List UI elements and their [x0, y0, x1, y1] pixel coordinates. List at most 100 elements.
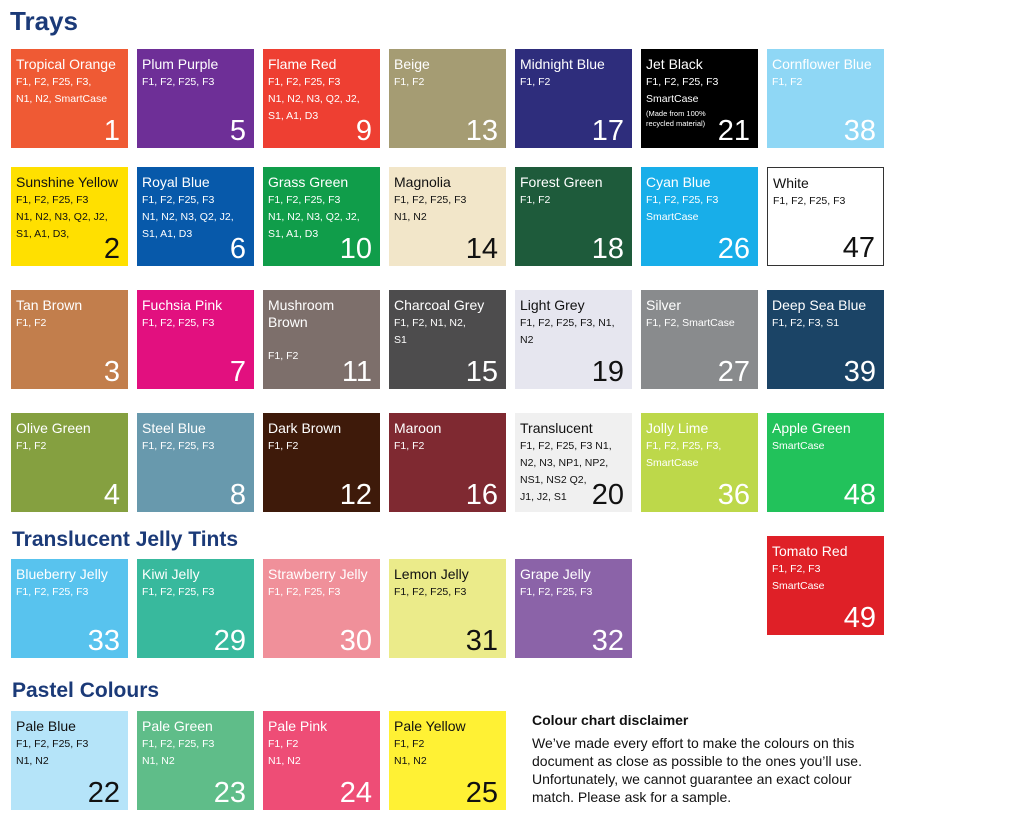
swatch-strawberry-jelly: Strawberry Jelly F1, F2, F25, F3 30 — [263, 559, 380, 658]
swatch-number: 47 — [842, 232, 875, 264]
swatch-cyan-blue: Cyan Blue F1, F2, F25, F3 SmartCase 26 — [641, 167, 758, 266]
swatch-number: 39 — [843, 356, 876, 388]
swatch-name: Maroon — [394, 420, 442, 436]
swatch-olive-green: Olive Green F1, F2 4 — [11, 413, 128, 512]
swatch-product-codes: F1, F2 — [16, 440, 47, 452]
swatch-number: 22 — [87, 777, 120, 809]
swatch-name: Plum Purple — [142, 56, 219, 72]
swatch-mushroom-brown: Mushroom Brown F1, F2 11 — [263, 290, 380, 389]
swatch-deep-sea-blue: Deep Sea Blue F1, F2, F3, S1 39 — [767, 290, 884, 389]
swatch-apple-green: Apple Green SmartCase 48 — [767, 413, 884, 512]
swatch-product-codes: F1, F2, N1, N2, S1 — [394, 317, 466, 346]
swatch-number: 31 — [465, 625, 498, 657]
swatch-number: 30 — [339, 625, 372, 657]
swatch-jet-black: Jet Black F1, F2, F25, F3 SmartCase (Made … — [641, 49, 758, 148]
swatch-flame-red: Flame Red F1, F2, F25, F3 N1, N2, N3, Q2,… — [263, 49, 380, 148]
swatch-product-codes: F1, F2, F25, F3 N1, N2 — [142, 738, 215, 767]
swatch-dark-brown: Dark Brown F1, F2 12 — [263, 413, 380, 512]
swatch-cornflower-blue: Cornflower Blue F1, F2 38 — [767, 49, 884, 148]
swatch-name: Midnight Blue — [520, 56, 605, 72]
swatch-number: 14 — [465, 233, 498, 265]
swatch-white: White F1, F2, F25, F3 47 — [767, 167, 884, 266]
swatch-name: Apple Green — [772, 420, 851, 436]
swatch-product-codes: F1, F2, F25, F3 — [142, 586, 215, 598]
swatch-pale-pink: Pale Pink F1, F2 N1, N2 24 — [263, 711, 380, 810]
swatch-product-codes: F1, F2 — [520, 76, 551, 88]
swatch-number: 3 — [103, 356, 120, 388]
pastel-colours-heading: Pastel Colours — [12, 679, 160, 702]
swatch-number: 21 — [717, 115, 750, 147]
swatch-number: 6 — [229, 233, 246, 265]
swatch-number: 36 — [717, 479, 750, 511]
swatch-product-codes: F1, F2, F25, F3, SmartCase — [646, 440, 722, 469]
swatch-number: 25 — [465, 777, 498, 809]
swatch-name: Royal Blue — [142, 174, 210, 190]
swatch-number: 24 — [339, 777, 372, 809]
swatch-lemon-jelly: Lemon Jelly F1, F2, F25, F3 31 — [389, 559, 506, 658]
swatch-number: 9 — [355, 115, 372, 147]
swatch-product-codes: F1, F2, F25, F3 — [773, 195, 846, 207]
swatch-product-codes: F1, F2, F25, F3 — [394, 586, 467, 598]
swatch-name: Pale Blue — [16, 718, 76, 734]
swatch-name: Pale Yellow — [394, 718, 466, 734]
swatch-product-codes: F1, F2 — [394, 440, 425, 452]
swatch-magnolia: Magnolia F1, F2, F25, F3 N1, N2 14 — [389, 167, 506, 266]
swatch-number: 18 — [591, 233, 624, 265]
swatch-translucent: Translucent F1, F2, F25, F3 N1, N2, N3, N… — [515, 413, 632, 512]
swatch-product-codes: F1, F2 — [268, 350, 299, 362]
swatch-number: 7 — [229, 356, 246, 388]
swatch-number: 32 — [591, 625, 624, 657]
swatch-number: 4 — [103, 479, 120, 511]
swatch-product-codes: F1, F2 — [772, 76, 803, 88]
swatch-tomato-red: Tomato Red F1, F2, F3 SmartCase 49 — [767, 536, 884, 635]
swatch-product-codes: F1, F2, F25, F3 — [268, 586, 341, 598]
swatch-product-codes: F1, F2 — [394, 76, 425, 88]
swatch-name: Charcoal Grey — [394, 297, 485, 313]
swatch-number: 23 — [213, 777, 246, 809]
swatch-number: 8 — [229, 479, 246, 511]
swatch-product-codes: F1, F2, F3, S1 — [772, 317, 840, 329]
swatch-product-codes: F1, F2, F25, F3 — [142, 440, 215, 452]
swatch-product-codes: F1, F2 — [268, 440, 299, 452]
swatch-number: 11 — [341, 356, 372, 388]
swatch-name: Beige — [394, 56, 430, 72]
swatch-name: Forest Green — [520, 174, 603, 190]
swatch-product-codes: F1, F2 — [520, 194, 551, 206]
swatch-number: 49 — [843, 602, 876, 634]
swatch-name: Translucent — [520, 420, 593, 436]
swatch-kiwi-jelly: Kiwi Jelly F1, F2, F25, F3 29 — [137, 559, 254, 658]
swatch-product-codes: F1, F2, F25, F3 SmartCase — [646, 194, 719, 223]
swatch-product-codes: F1, F2, F3 SmartCase — [772, 563, 825, 592]
disclaimer-title: Colour chart disclaimer — [532, 712, 689, 728]
swatch-product-codes: F1, F2, F25, F3 N1, N2, N3, NP1, NP2, NS… — [520, 440, 612, 503]
swatch-number: 12 — [339, 479, 372, 511]
swatch-product-codes: F1, F2 N1, N2 — [268, 738, 301, 767]
swatch-number: 38 — [843, 115, 876, 147]
swatch-name: Light Grey — [520, 297, 585, 313]
swatch-jolly-lime: Jolly Lime F1, F2, F25, F3, SmartCase 36 — [641, 413, 758, 512]
swatch-number: 5 — [229, 115, 246, 147]
swatch-blueberry-jelly: Blueberry Jelly F1, F2, F25, F3 33 — [11, 559, 128, 658]
swatch-number: 27 — [717, 356, 750, 388]
swatch-name: Kiwi Jelly — [142, 566, 200, 582]
swatch-product-codes: F1, F2, SmartCase — [646, 317, 735, 329]
swatch-name: Deep Sea Blue — [772, 297, 867, 313]
swatch-name: Sunshine Yellow — [16, 174, 118, 190]
swatch-note: (Made from 100% recycled material) — [646, 109, 706, 128]
swatch-name: Tropical Orange — [16, 56, 116, 72]
swatch-product-codes: F1, F2, F25, F3, N1, N2 — [520, 317, 615, 346]
swatch-tan-brown: Tan Brown F1, F2 3 — [11, 290, 128, 389]
swatch-light-grey: Light Grey F1, F2, F25, F3, N1, N2 19 — [515, 290, 632, 389]
swatch-number: 19 — [591, 356, 624, 388]
swatch-product-codes: F1, F2, F25, F3 — [142, 317, 215, 329]
swatch-number: 48 — [843, 479, 876, 511]
swatch-name: Grape Jelly — [520, 566, 591, 582]
swatch-name: Fuchsia Pink — [142, 297, 223, 313]
swatch-beige: Beige F1, F2 13 — [389, 49, 506, 148]
swatch-name: Grass Green — [268, 174, 349, 190]
swatch-number: 15 — [465, 356, 498, 388]
swatch-name: Pale Green — [142, 718, 213, 734]
swatch-midnight-blue: Midnight Blue F1, F2 17 — [515, 49, 632, 148]
trays-heading: Trays — [10, 6, 78, 36]
swatch-product-codes: F1, F2, F25, F3 N1, N2 — [16, 738, 89, 767]
